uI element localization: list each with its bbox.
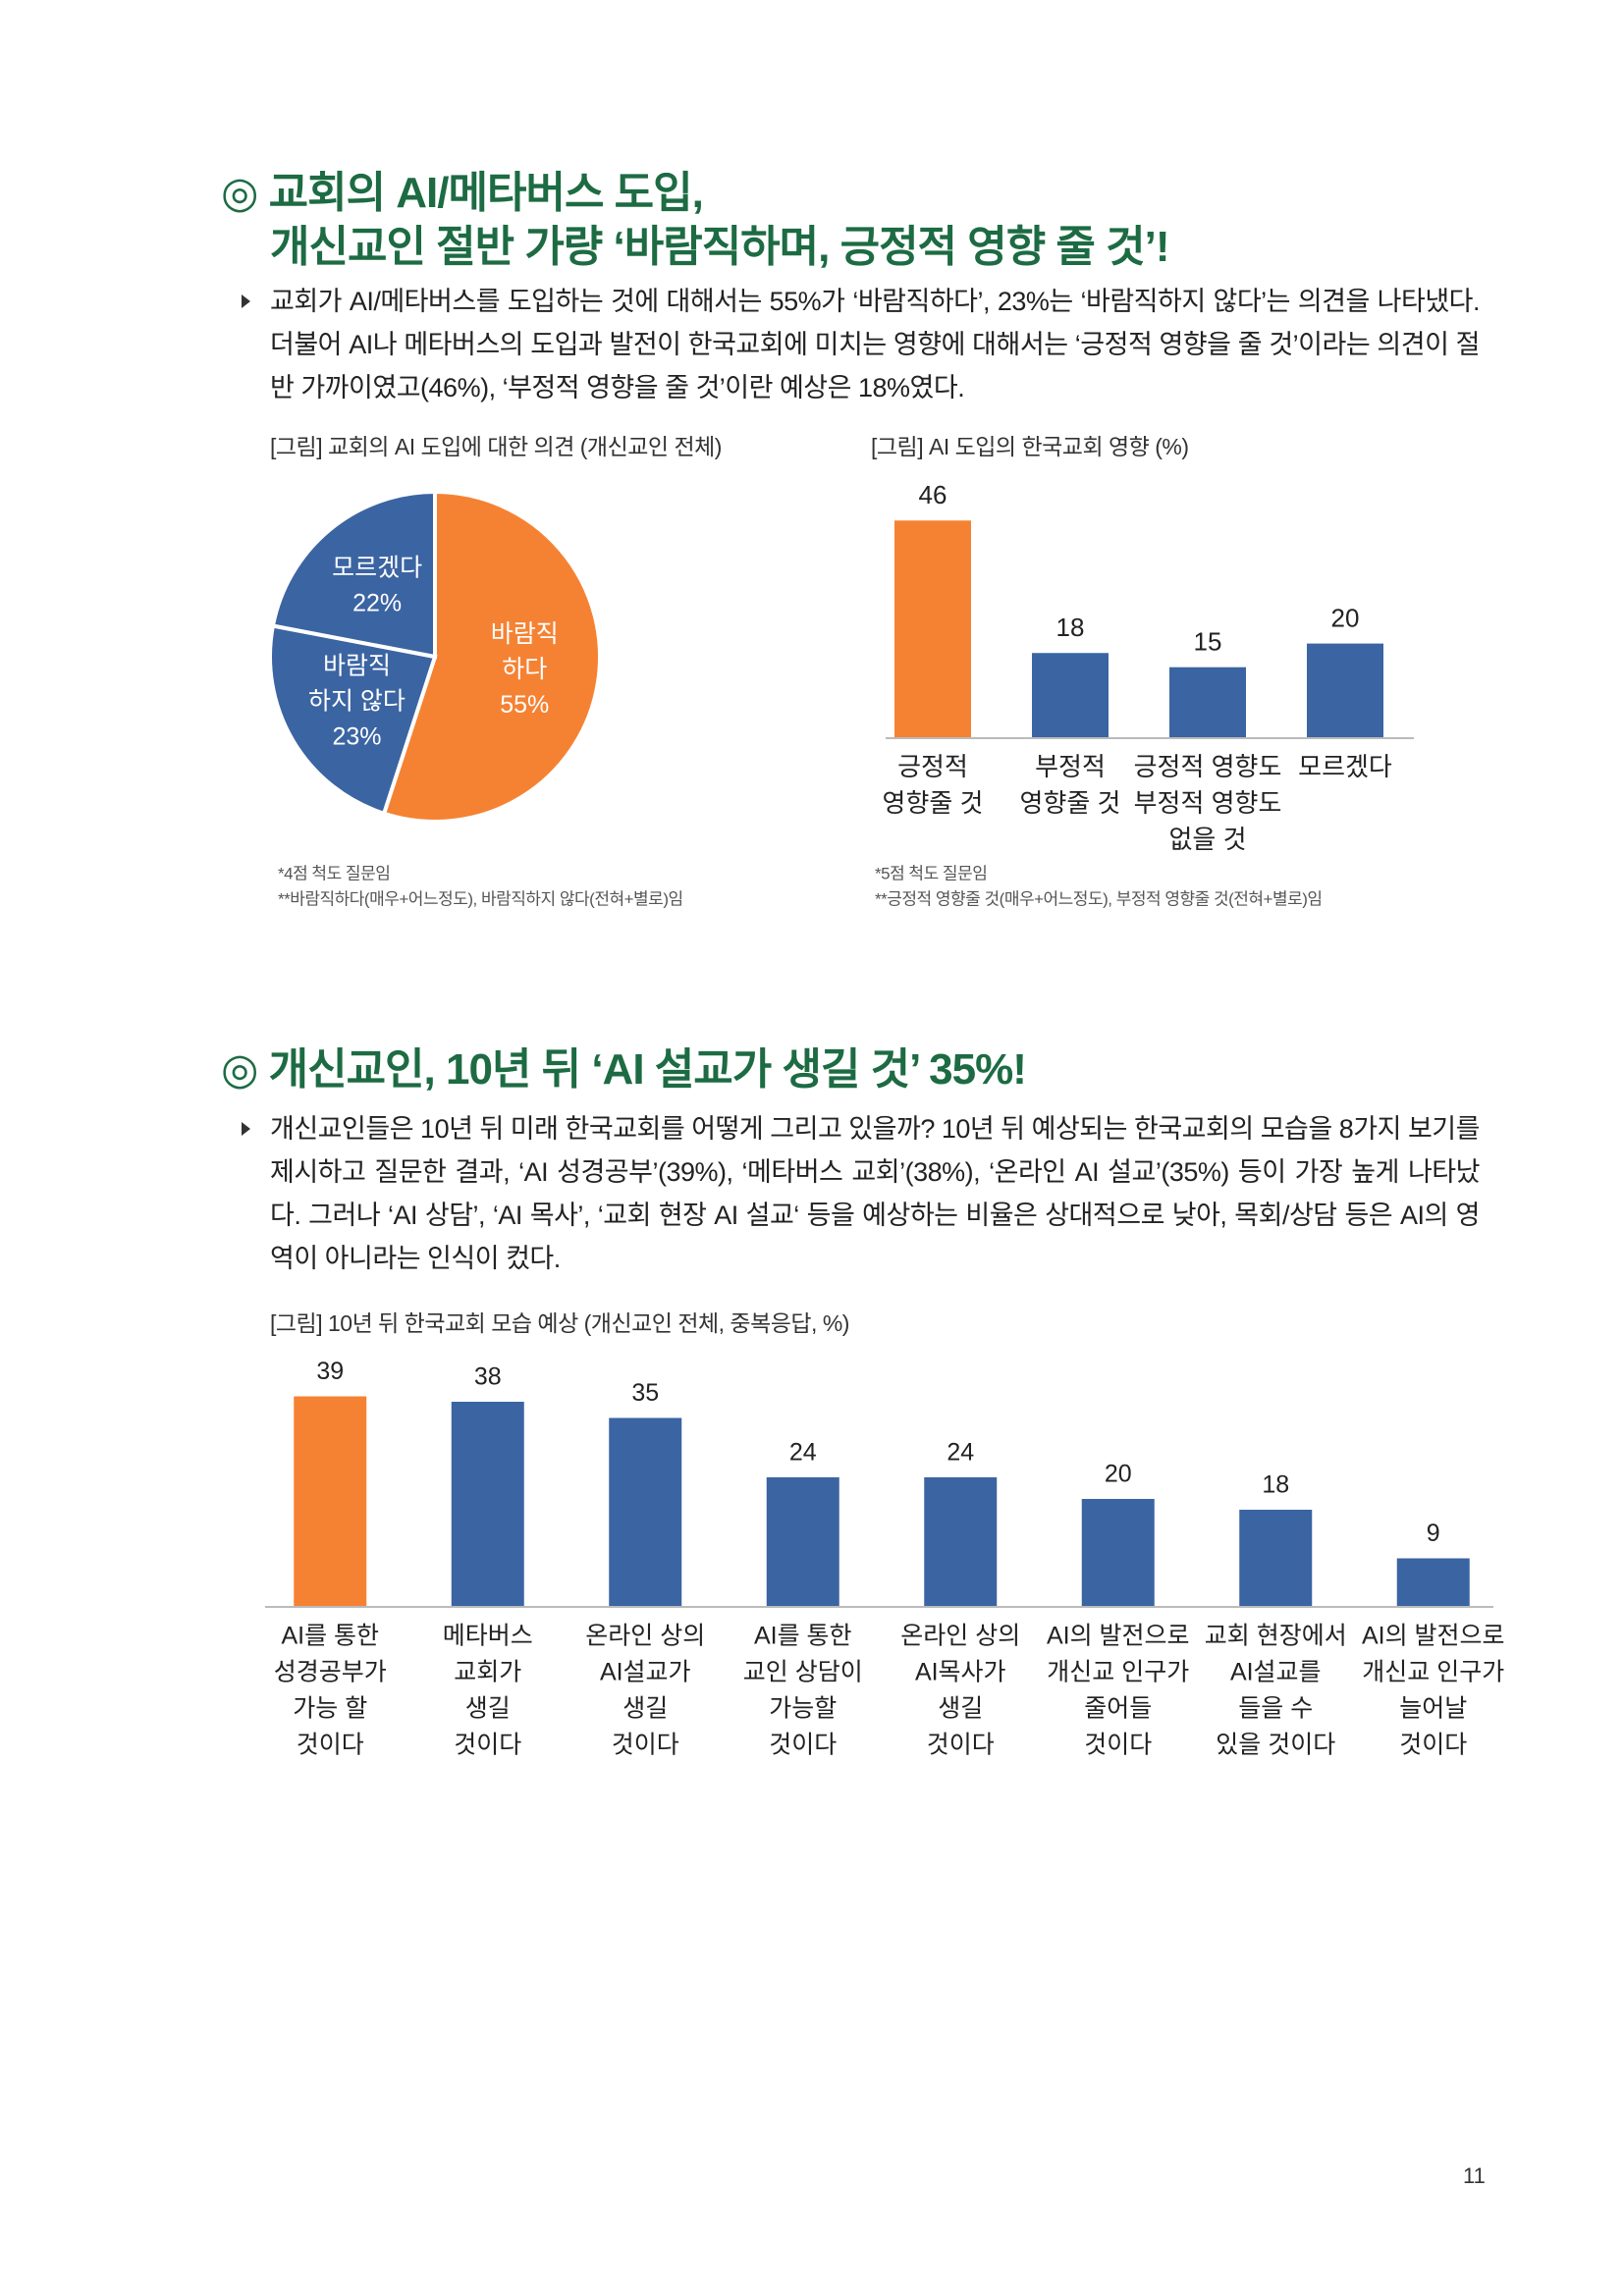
value-label: 20 [1331, 603, 1360, 632]
category-label: 온라인 상의 [900, 1623, 1020, 1650]
bar [1307, 643, 1383, 738]
category-label: 교회가 [454, 1659, 521, 1686]
heading: ◎ 교회의 AI/메타버스 도입, [221, 169, 704, 217]
chart-title: [그림] AI 도입의 한국교회 영향 (%) [871, 434, 1189, 459]
category-label: 긍정적 영향도 [1134, 752, 1282, 781]
category-label: 것이다 [297, 1732, 364, 1759]
category-label: 가능 할 [293, 1695, 367, 1723]
category-label: 것이다 [769, 1732, 837, 1759]
value-label: 18 [1262, 1471, 1289, 1499]
slice-label: 모르겠다 [332, 554, 422, 581]
value-label: 15 [1194, 627, 1222, 657]
value-label: 24 [789, 1439, 817, 1467]
category-label: 것이다 [1084, 1732, 1152, 1759]
slice-label: 하지 않다 [308, 688, 406, 716]
category-label: AI의 발전으로 [1362, 1623, 1505, 1650]
paragraph: 개신교인들은 10년 뒤 미래 한국교회를 어떻게 그리고 있을까? 10년 뒤… [270, 1114, 1481, 1273]
slice-label: 55% [500, 691, 549, 719]
category-label: 없을 것 [1169, 825, 1247, 854]
category-label: 개신교 인구가 [1047, 1659, 1189, 1686]
bar [1081, 1499, 1155, 1607]
bar [451, 1402, 524, 1607]
bar [924, 1477, 998, 1607]
bar [1169, 667, 1246, 738]
value-label: 35 [631, 1379, 659, 1407]
category-label: 생길 [938, 1695, 983, 1723]
slice-label: 바람직 [323, 653, 391, 680]
category-label: 있을 것이다 [1216, 1732, 1335, 1759]
category-label: 교회 현장에서 [1205, 1623, 1347, 1650]
category-label: 모르겠다 [1298, 752, 1392, 781]
category-label: 줄어들 [1084, 1695, 1152, 1723]
category-label: 교인 상담이 [743, 1659, 863, 1686]
heading: 개신교인 절반 가량 ‘바람직하며, 긍정적 영향 줄 것’! [270, 223, 1169, 271]
bullet [242, 1122, 250, 1136]
value-label: 38 [474, 1363, 502, 1391]
category-label: 영향줄 것 [1020, 788, 1121, 818]
category-label: 들을 수 [1238, 1695, 1313, 1723]
footnote: **바람직하다(매우+어느정도), 바람직하지 않다(전혀+별로)임 [278, 889, 683, 908]
heading: ◎ 개신교인, 10년 뒤 ‘AI 설교가 생길 것’ 35%! [221, 1045, 1027, 1094]
page-number: 11 [1463, 2163, 1486, 2188]
category-label: AI의 발전으로 [1047, 1623, 1190, 1650]
value-label: 24 [947, 1439, 974, 1467]
category-label: 영향줄 것 [883, 788, 984, 818]
category-label: AI설교를 [1230, 1659, 1322, 1686]
category-label: 가능할 [769, 1695, 837, 1723]
category-label: 생길 [622, 1695, 668, 1723]
category-label: AI설교가 [600, 1659, 691, 1686]
bullet [242, 294, 250, 308]
category-label: AI를 통한 [754, 1623, 852, 1650]
bar [1396, 1558, 1470, 1607]
paragraph: 교회가 AI/메타버스를 도입하는 것에 대해서는 55%가 ‘바람직하다’, … [270, 287, 1481, 402]
category-label: AI를 통한 [281, 1623, 379, 1650]
category-label: 긍정적 [897, 752, 968, 781]
category-label: AI목사가 [915, 1659, 1006, 1686]
value-label: 39 [316, 1358, 344, 1385]
category-label: 부정적 [1035, 752, 1106, 781]
bar [294, 1396, 367, 1607]
category-label: 것이다 [927, 1732, 995, 1759]
category-label: 것이다 [612, 1732, 679, 1759]
category-label: 개신교 인구가 [1362, 1659, 1504, 1686]
bar [609, 1417, 682, 1607]
pie-slice [381, 489, 602, 824]
slice-label: 바람직 [491, 620, 559, 648]
bar [1032, 653, 1109, 738]
slice-label: 22% [352, 589, 402, 616]
pie-slice [270, 489, 437, 660]
footnote: *5점 척도 질문임 [875, 864, 987, 882]
bar [766, 1477, 839, 1607]
pie-slice [268, 623, 438, 817]
category-label: 생길 [465, 1695, 511, 1723]
value-label: 9 [1427, 1520, 1440, 1547]
category-label: 성경공부가 [274, 1659, 387, 1686]
category-label: 늘어날 [1399, 1695, 1467, 1723]
category-label: 메타버스 [443, 1623, 533, 1650]
category-label: 부정적 영향도 [1134, 788, 1282, 818]
chart-title: [그림] 교회의 AI 도입에 대한 의견 (개신교인 전체) [270, 434, 722, 459]
bar [894, 520, 971, 738]
category-label: 온라인 상의 [585, 1623, 705, 1650]
footnote: **긍정적 영향줄 것(매우+어느정도), 부정적 영향줄 것(전혀+별로)임 [875, 889, 1323, 908]
value-label: 18 [1056, 613, 1085, 642]
footnote: *4점 척도 질문임 [278, 864, 390, 882]
value-label: 20 [1105, 1461, 1132, 1488]
bar [1239, 1510, 1313, 1607]
category-label: 것이다 [454, 1732, 521, 1759]
slice-label: 하다 [502, 656, 547, 683]
value-label: 46 [919, 480, 947, 509]
slice-label: 23% [332, 723, 381, 751]
chart-title: [그림] 10년 뒤 한국교회 모습 예상 (개신교인 전체, 중복응답, %) [270, 1310, 849, 1336]
category-label: 것이다 [1399, 1732, 1467, 1759]
